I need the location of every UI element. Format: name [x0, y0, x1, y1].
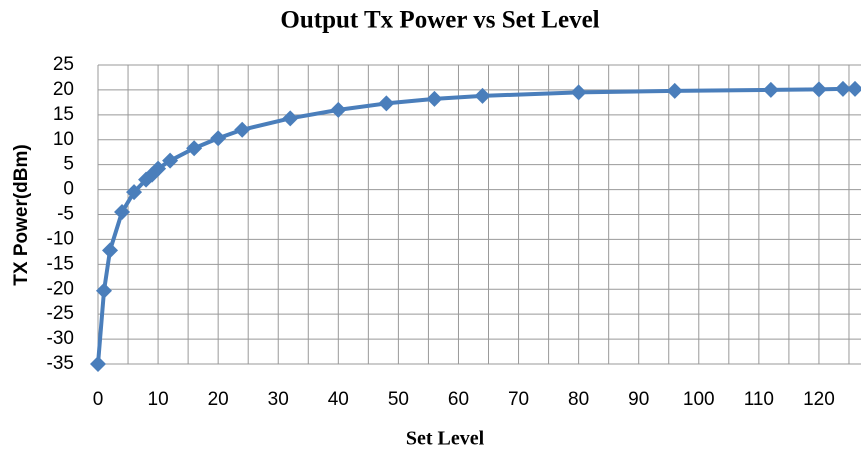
marker — [96, 282, 113, 299]
line — [96, 86, 855, 365]
x-tick-label: 60 — [448, 389, 469, 410]
x-tick-label: 80 — [568, 389, 589, 410]
y-tick-label: -35 — [47, 353, 74, 374]
marker — [426, 90, 443, 107]
x-tick-label: 40 — [328, 389, 349, 410]
x-tick-label: 10 — [148, 389, 169, 410]
marker — [186, 140, 203, 157]
marker — [474, 87, 491, 104]
y-axis-label: TX Power(dBm) — [11, 144, 32, 285]
marker — [126, 184, 143, 201]
y-tick-label: 10 — [53, 129, 74, 150]
x-tick-label: 100 — [683, 389, 715, 410]
x-tick-label: 0 — [93, 389, 104, 410]
marker — [102, 242, 119, 259]
marker — [150, 160, 167, 177]
y-tick-label: -15 — [47, 253, 74, 274]
marker — [90, 356, 106, 372]
x-tick-label: 20 — [208, 389, 229, 410]
x-tick-label: 110 — [744, 389, 774, 410]
marker — [378, 95, 395, 112]
marker — [570, 84, 587, 101]
y-tick-label: 25 — [53, 54, 74, 75]
chart-title: Output Tx Power vs Set Level — [280, 7, 599, 34]
y-tick-label: 20 — [53, 79, 74, 100]
y-tick-label: -30 — [47, 328, 74, 349]
x-tick-label: 50 — [388, 389, 409, 410]
marker — [234, 121, 251, 138]
x-tick-label: 90 — [628, 389, 649, 410]
marker — [666, 82, 683, 99]
marker — [846, 80, 861, 97]
marker — [114, 204, 131, 221]
y-tick-label: 15 — [53, 104, 74, 125]
marker — [834, 80, 851, 97]
x-tick-label: 30 — [268, 389, 289, 410]
marker — [282, 110, 299, 127]
y-tick-label: 5 — [63, 154, 74, 175]
marker — [210, 130, 227, 147]
marker — [762, 81, 779, 98]
x-tick-label: 70 — [508, 389, 529, 410]
y-tick-label: -20 — [47, 278, 74, 299]
marker — [810, 81, 827, 98]
x-axis-label: Set Level — [406, 428, 485, 450]
marker — [162, 152, 179, 169]
y-tick-label: 0 — [63, 179, 74, 200]
marker — [330, 101, 347, 118]
y-tick-label: -25 — [47, 303, 74, 324]
y-tick-label: -10 — [47, 228, 74, 249]
x-tick-label: 120 — [803, 389, 835, 410]
y-tick-label: -5 — [57, 204, 74, 225]
